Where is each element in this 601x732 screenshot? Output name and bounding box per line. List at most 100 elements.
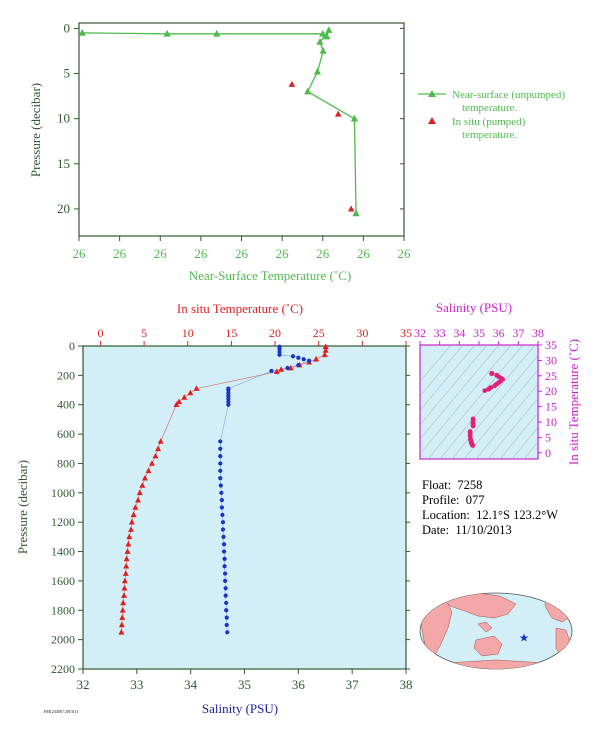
temperature-point	[118, 621, 125, 628]
near-surface-point	[319, 29, 327, 37]
legend-label-in-situ-2: temperature.	[462, 129, 518, 141]
temperature-point	[126, 533, 133, 540]
top-tick-label: 15	[225, 326, 237, 340]
ts-y-tick-label: 5	[545, 430, 551, 444]
legend-label-near-surface-2: temperature.	[462, 102, 518, 114]
y-tick-label: 2000	[51, 633, 75, 647]
legend-label-in-situ-1: In situ (pumped)	[452, 116, 526, 128]
x-tick-label: 26	[398, 246, 412, 261]
ts-point	[489, 371, 495, 377]
salinity-point	[226, 402, 231, 407]
salinity-point	[221, 549, 227, 554]
profile-salinity-axis: 32 33 34 35 36 37 38	[77, 669, 413, 692]
near-surface-y-axis: 0 5 10 15 20	[57, 20, 404, 216]
location-info-row: Location: 12.1°S 123.2°W	[422, 508, 558, 523]
salinity-point	[226, 393, 231, 399]
profile-label: Profile:	[422, 493, 460, 507]
density-contour	[523, 441, 538, 459]
temperature-point	[273, 368, 280, 375]
ts-salinity-axis: 32 33 34 35 36 37 38	[414, 326, 544, 345]
ts-series	[467, 370, 505, 448]
salinity-point	[219, 498, 224, 503]
temperature-point	[128, 518, 135, 525]
salinity-point	[277, 346, 282, 352]
density-contour	[420, 345, 500, 440]
bottom-tick-label: 34	[184, 677, 198, 692]
world-map	[419, 592, 573, 670]
ts-point	[482, 388, 488, 393]
salinity-point	[290, 354, 296, 359]
salinity-point	[223, 571, 228, 576]
y-tick-label: 1800	[51, 603, 75, 617]
salinity-point	[225, 630, 230, 635]
temperature-point	[322, 347, 329, 353]
y-tick-label: 200	[57, 368, 75, 382]
y-tick-label: 800	[57, 456, 75, 470]
near-surface-legend: Near-surface (unpumped) temperature. In …	[418, 89, 565, 141]
salinity-point	[285, 365, 290, 371]
legend-marker-in-situ	[428, 117, 436, 124]
salinity-point	[221, 534, 226, 539]
profile-value: 077	[465, 493, 485, 507]
profile-plot-frame	[82, 345, 407, 670]
temperature-point	[121, 584, 128, 591]
near-surface-point	[316, 37, 324, 45]
near-surface-point	[78, 28, 86, 36]
temperature-point	[139, 482, 146, 488]
profile-bottom-axis-label: Salinity (PSU)	[202, 701, 278, 716]
temperature-point	[130, 511, 137, 518]
temperature-point	[121, 592, 127, 598]
profile-top-axis-label: In situ Temperature (˚C)	[177, 301, 303, 316]
profile-y-label: Pressure (decibar)	[15, 460, 30, 554]
y-tick-label: 1000	[51, 486, 75, 500]
density-contour	[427, 345, 524, 459]
profile-y-axis: 0 200 400 600 800 1000 1200 1400 1600 1800 2000 220…	[51, 339, 410, 676]
temperature-point	[120, 599, 127, 606]
salinity-point	[307, 358, 312, 363]
temperature-point	[145, 467, 152, 474]
ts-y-tick-label: 15	[545, 400, 557, 414]
y-tick-label: 1400	[51, 545, 75, 559]
temperature-point	[135, 496, 141, 503]
salinity-point	[301, 357, 306, 362]
float-label: Float:	[422, 478, 452, 492]
near-surface-point	[163, 29, 171, 37]
density-contour	[439, 345, 536, 459]
temperature-point	[142, 474, 148, 481]
y-tick-label: 0	[64, 20, 71, 35]
near-surface-point	[352, 209, 360, 217]
salinity-point	[220, 512, 225, 517]
density-contour	[475, 383, 538, 459]
profile-series	[118, 343, 329, 635]
temperature-point	[118, 628, 125, 635]
salinity-point	[224, 622, 229, 628]
star-icon	[519, 633, 529, 642]
density-contour	[535, 456, 538, 459]
salinity-point	[223, 578, 228, 584]
x-tick-label: 26	[316, 246, 330, 261]
ts-y-tick-label: 30	[545, 353, 557, 367]
profile-panel: 0200400600800100012001400160018002000220…	[15, 301, 413, 716]
top-tick-label: 30	[356, 326, 368, 340]
salinity-point	[218, 476, 223, 481]
y-tick-label: 15	[57, 156, 70, 171]
y-tick-label: 2200	[51, 662, 75, 676]
near-surface-panel: 0 5 10 15 20 26 26 26 26 26 26 26 26 26 Near-Surface…	[28, 20, 565, 283]
salinity-point	[219, 490, 224, 495]
density-contour	[420, 345, 464, 397]
location-label: Location:	[422, 508, 470, 522]
near-surface-y-label: Pressure (decibar)	[28, 83, 43, 177]
salinity-point	[223, 586, 228, 591]
ts-x-tick-label: 34	[453, 326, 465, 340]
near-surface-point	[350, 114, 359, 122]
temperature-point	[121, 577, 128, 584]
y-tick-label: 5	[64, 66, 71, 81]
ts-x-tick-label: 33	[434, 326, 446, 340]
salinity-point	[218, 468, 223, 473]
ts-y-tick-label: 10	[545, 415, 557, 429]
salinity-point	[218, 461, 223, 466]
temperature-point	[132, 504, 139, 510]
location-value: 12.1°S 123.2°W	[476, 508, 559, 522]
